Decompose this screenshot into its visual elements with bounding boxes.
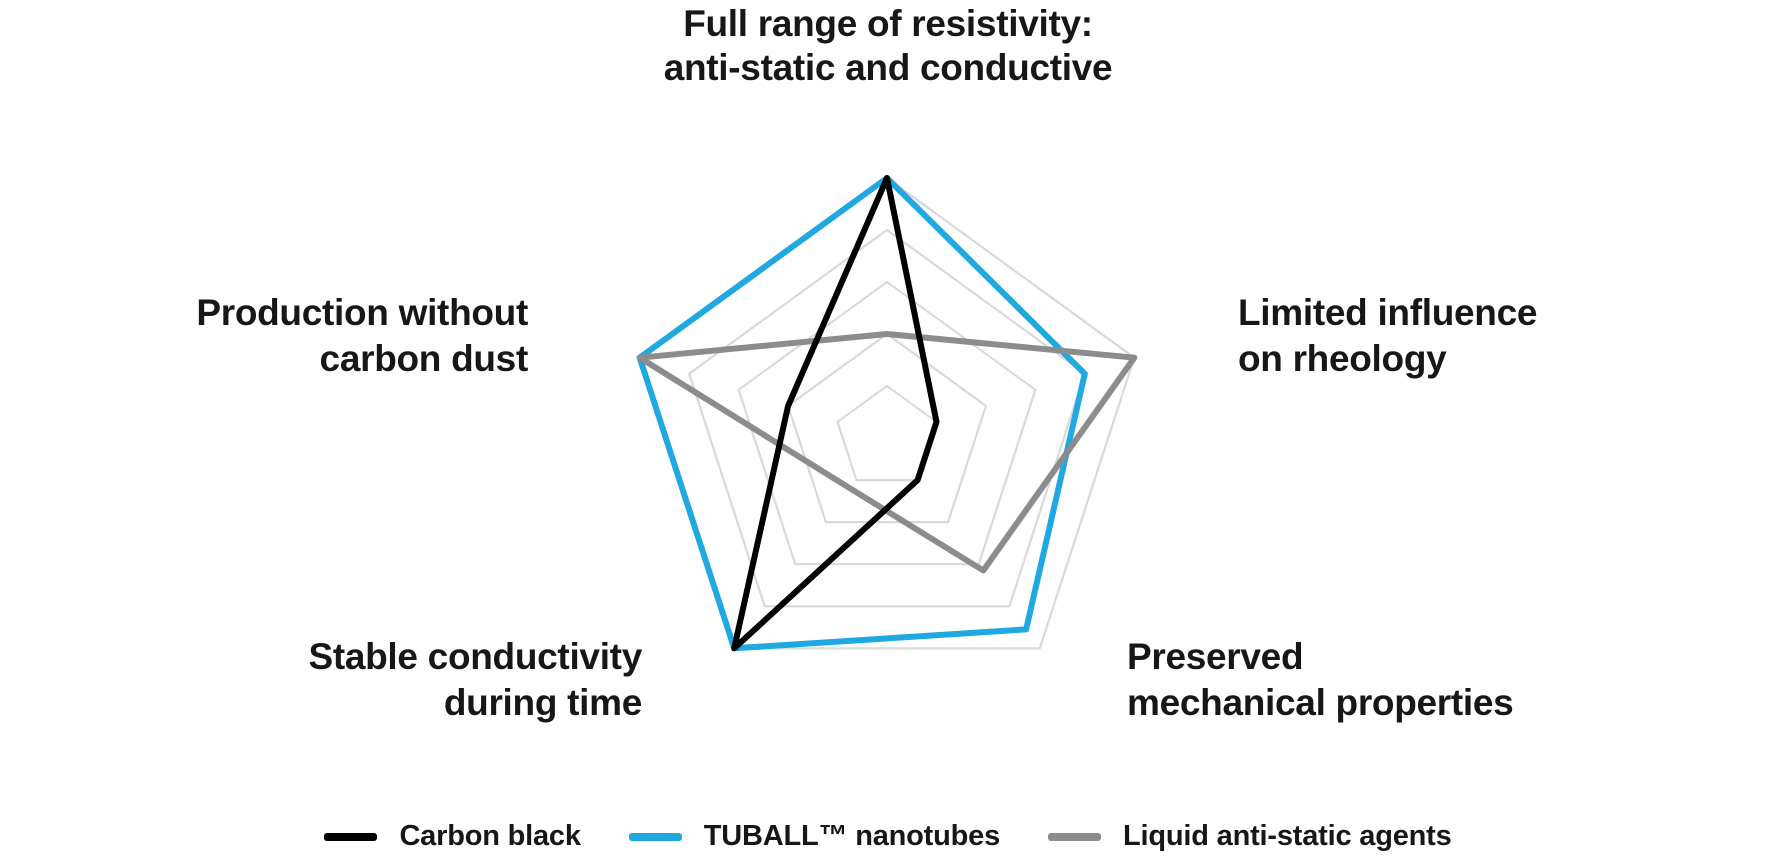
axis-label-carbon-dust-line2: carbon dust — [319, 338, 529, 379]
axis-label-mechanical: Preserved mechanical properties — [1127, 634, 1514, 726]
axis-label-stability: Stable conductivity during time — [308, 634, 642, 726]
series-liquid-anti-static-agents — [636, 331, 1138, 574]
legend: Carbon black TUBALL™ nanotubes Liquid an… — [0, 820, 1776, 853]
axis-label-rheology: Limited influence on rheology — [1238, 290, 1537, 382]
legend-label-liquid-anti-static-agents: Liquid anti-static agents — [1123, 820, 1452, 852]
legend-item-carbon-black: Carbon black — [324, 820, 581, 853]
axis-label-resistivity-line1: Full range of resistivity: — [683, 3, 1093, 44]
axis-label-carbon-dust-line1: Production without — [196, 292, 528, 333]
legend-label-carbon-black: Carbon black — [399, 820, 581, 852]
axis-label-resistivity-line2: anti-static and conductive — [663, 47, 1113, 88]
series-tuball-nanotubes — [636, 175, 1088, 652]
legend-item-liquid-anti-static-agents: Liquid anti-static agents — [1048, 820, 1452, 853]
series-carbon-black — [731, 175, 940, 652]
axis-label-carbon-dust: Production without carbon dust — [196, 290, 528, 382]
grid-ring-2 — [786, 332, 988, 524]
axis-label-resistivity: Full range of resistivity: anti-static a… — [0, 2, 1776, 90]
axis-label-mechanical-line2: mechanical properties — [1127, 682, 1514, 723]
grid-ring-3 — [737, 280, 1037, 566]
axis-label-rheology-line2: on rheology — [1238, 338, 1447, 379]
legend-label-tuball-nanotubes: TUBALL™ nanotubes — [703, 820, 1001, 852]
grid-ring-1 — [836, 384, 938, 482]
axis-label-stability-line2: during time — [443, 682, 642, 723]
legend-item-tuball-nanotubes: TUBALL™ nanotubes — [628, 820, 1001, 853]
legend-swatch-carbon-black-icon — [324, 832, 378, 841]
legend-swatch-tuball-nanotubes-icon — [628, 832, 682, 841]
legend-swatch-liquid-anti-static-agents-icon — [1048, 832, 1102, 841]
axis-label-rheology-line1: Limited influence — [1238, 292, 1538, 333]
axis-label-mechanical-line1: Preserved — [1127, 636, 1304, 677]
axis-label-stability-line1: Stable conductivity — [308, 636, 642, 677]
